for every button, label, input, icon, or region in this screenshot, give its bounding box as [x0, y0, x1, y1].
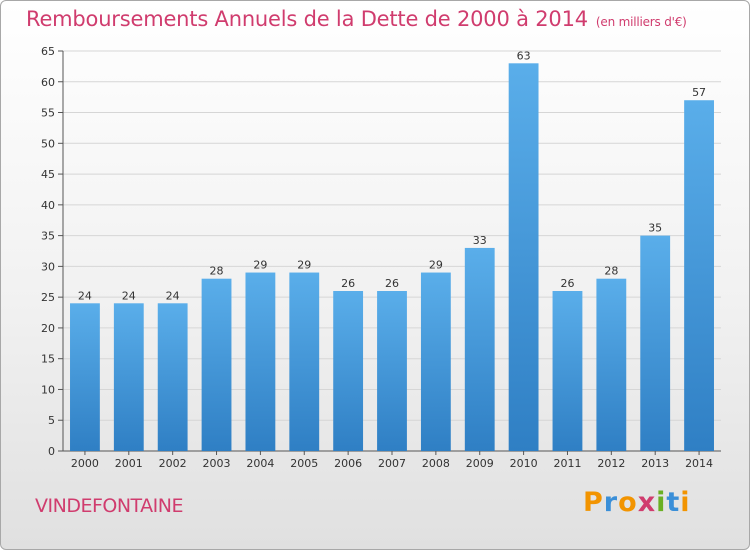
data-labels: 24 24 24 28 29 29 26 26 29 33 63 26 28 35 57	[78, 49, 706, 302]
x-tick-label: 2011	[553, 457, 581, 470]
x-tick-label: 2014	[685, 457, 713, 470]
bar-value-label: 29	[297, 259, 311, 272]
commune-name: VINDEFONTAINE	[35, 495, 184, 517]
y-tick-label: 60	[41, 76, 55, 89]
x-tick-label: 2003	[203, 457, 231, 470]
bars	[70, 63, 714, 452]
y-tick-label: 5	[48, 414, 55, 427]
bar-2007	[377, 291, 407, 451]
bar-2000	[70, 303, 100, 451]
x-tick-label: 2010	[510, 457, 538, 470]
bar-2002	[157, 303, 188, 451]
x-tick-label: 2000	[71, 457, 99, 470]
bar-value-label: 35	[648, 222, 662, 235]
bar-value-label: 24	[122, 289, 136, 302]
bar-2004	[245, 272, 276, 451]
logo-letter: o	[618, 487, 638, 518]
y-tick-label: 55	[41, 107, 55, 120]
bar-2010	[508, 63, 539, 452]
bar-value-label: 63	[517, 49, 531, 62]
x-tick-label: 2007	[378, 457, 406, 470]
title-text: Remboursements Annuels de la Dette de 20…	[26, 7, 588, 31]
bar-value-label: 29	[253, 259, 267, 272]
title-unit: (en milliers d'€)	[595, 15, 687, 29]
logo-letter: P	[583, 487, 604, 518]
bar-2009	[464, 247, 495, 451]
x-tick-label: 2008	[422, 457, 450, 470]
logo-letter: x	[637, 487, 657, 518]
bar-value-label: 57	[692, 86, 706, 99]
y-tick-label: 10	[41, 383, 55, 396]
y-tick-label: 20	[41, 322, 55, 335]
bar-2014	[684, 100, 714, 451]
bar-2001	[113, 303, 144, 451]
bar-value-label: 28	[210, 265, 224, 278]
bar-2013	[640, 235, 671, 451]
x-tick-label: 2012	[597, 457, 625, 470]
y-tick-label: 35	[41, 230, 55, 243]
bar-value-label: 24	[78, 289, 92, 302]
x-tick-label: 2004	[246, 457, 274, 470]
axes: 0 5 10 15 20 25 30 35 40 45 50 55 60 65 2000 2001 2002 20…	[41, 45, 721, 470]
y-tick-label: 15	[41, 353, 55, 366]
logo-letter: i	[656, 487, 667, 518]
y-tick-label: 50	[41, 137, 55, 150]
x-tick-label: 2005	[290, 457, 318, 470]
bar-value-label: 26	[560, 277, 574, 290]
bar-value-label: 26	[385, 277, 399, 290]
y-tick-label: 45	[41, 168, 55, 181]
bar-2008	[420, 272, 451, 451]
y-tick-label: 65	[41, 45, 55, 58]
bar-value-label: 33	[473, 234, 487, 247]
bar-2006	[333, 291, 364, 451]
bar-2011	[552, 291, 583, 451]
logo-letter: t	[666, 487, 681, 518]
bar-value-label: 24	[166, 289, 180, 302]
y-tick-label: 40	[41, 199, 55, 212]
logo-letter: r	[603, 487, 619, 518]
x-tick-label: 2013	[641, 457, 669, 470]
y-tick-label: 0	[48, 445, 55, 458]
x-tick-label: 2001	[115, 457, 143, 470]
x-tick-label: 2006	[334, 457, 362, 470]
bar-2003	[201, 278, 232, 451]
chart-title: Remboursements Annuels de la Dette de 20…	[26, 7, 687, 31]
proxiti-logo: Proxiti	[583, 487, 691, 518]
bar-value-label: 29	[429, 259, 443, 272]
y-tick-label: 25	[41, 291, 55, 304]
logo-letter: i	[680, 487, 691, 518]
bar-value-label: 26	[341, 277, 355, 290]
bar-2005	[289, 272, 320, 451]
x-tick-label: 2009	[466, 457, 494, 470]
bar-2012	[596, 278, 627, 451]
y-tick-label: 30	[41, 260, 55, 273]
x-tick-label: 2002	[159, 457, 187, 470]
bar-value-label: 28	[604, 265, 618, 278]
